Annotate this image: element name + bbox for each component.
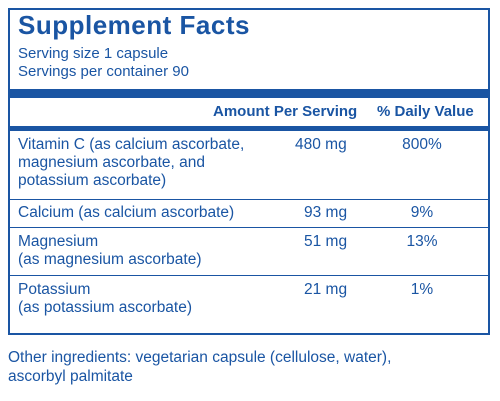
thick-divider bbox=[10, 89, 488, 98]
magnesium-name: Magnesium (as magnesium ascorbate) bbox=[18, 233, 202, 268]
servings-per-container: Servings per container 90 bbox=[18, 63, 189, 80]
potassium-dv: 1% bbox=[410, 281, 434, 298]
serving-size: Serving size 1 capsule bbox=[18, 45, 169, 62]
magnesium-amount: 51 mg bbox=[304, 233, 348, 250]
row-divider bbox=[10, 227, 488, 228]
calcium-amount: 93 mg bbox=[304, 204, 348, 221]
panel-title: Supplement Facts bbox=[18, 10, 250, 40]
row-divider bbox=[10, 199, 488, 200]
daily-value-header: % Daily Value bbox=[377, 103, 474, 120]
vitamin-c-name: Vitamin C (as calcium ascorbate, magnesi… bbox=[18, 136, 245, 189]
header-divider bbox=[10, 126, 488, 131]
supplement-facts-panel: Supplement Facts Serving size 1 capsule … bbox=[8, 8, 490, 335]
calcium-dv: 9% bbox=[410, 204, 434, 221]
magnesium-dv: 13% bbox=[406, 233, 438, 250]
potassium-name: Potassium (as potassium ascorbate) bbox=[18, 281, 193, 316]
vitamin-c-dv: 800% bbox=[402, 136, 442, 153]
other-ingredients: Other ingredients: vegetarian capsule (c… bbox=[8, 349, 392, 385]
amount-header: Amount Per Serving bbox=[213, 103, 358, 120]
potassium-amount: 21 mg bbox=[304, 281, 348, 298]
vitamin-c-amount: 480 mg bbox=[295, 136, 347, 153]
row-divider bbox=[10, 275, 488, 276]
calcium-name: Calcium (as calcium ascorbate) bbox=[18, 204, 235, 221]
